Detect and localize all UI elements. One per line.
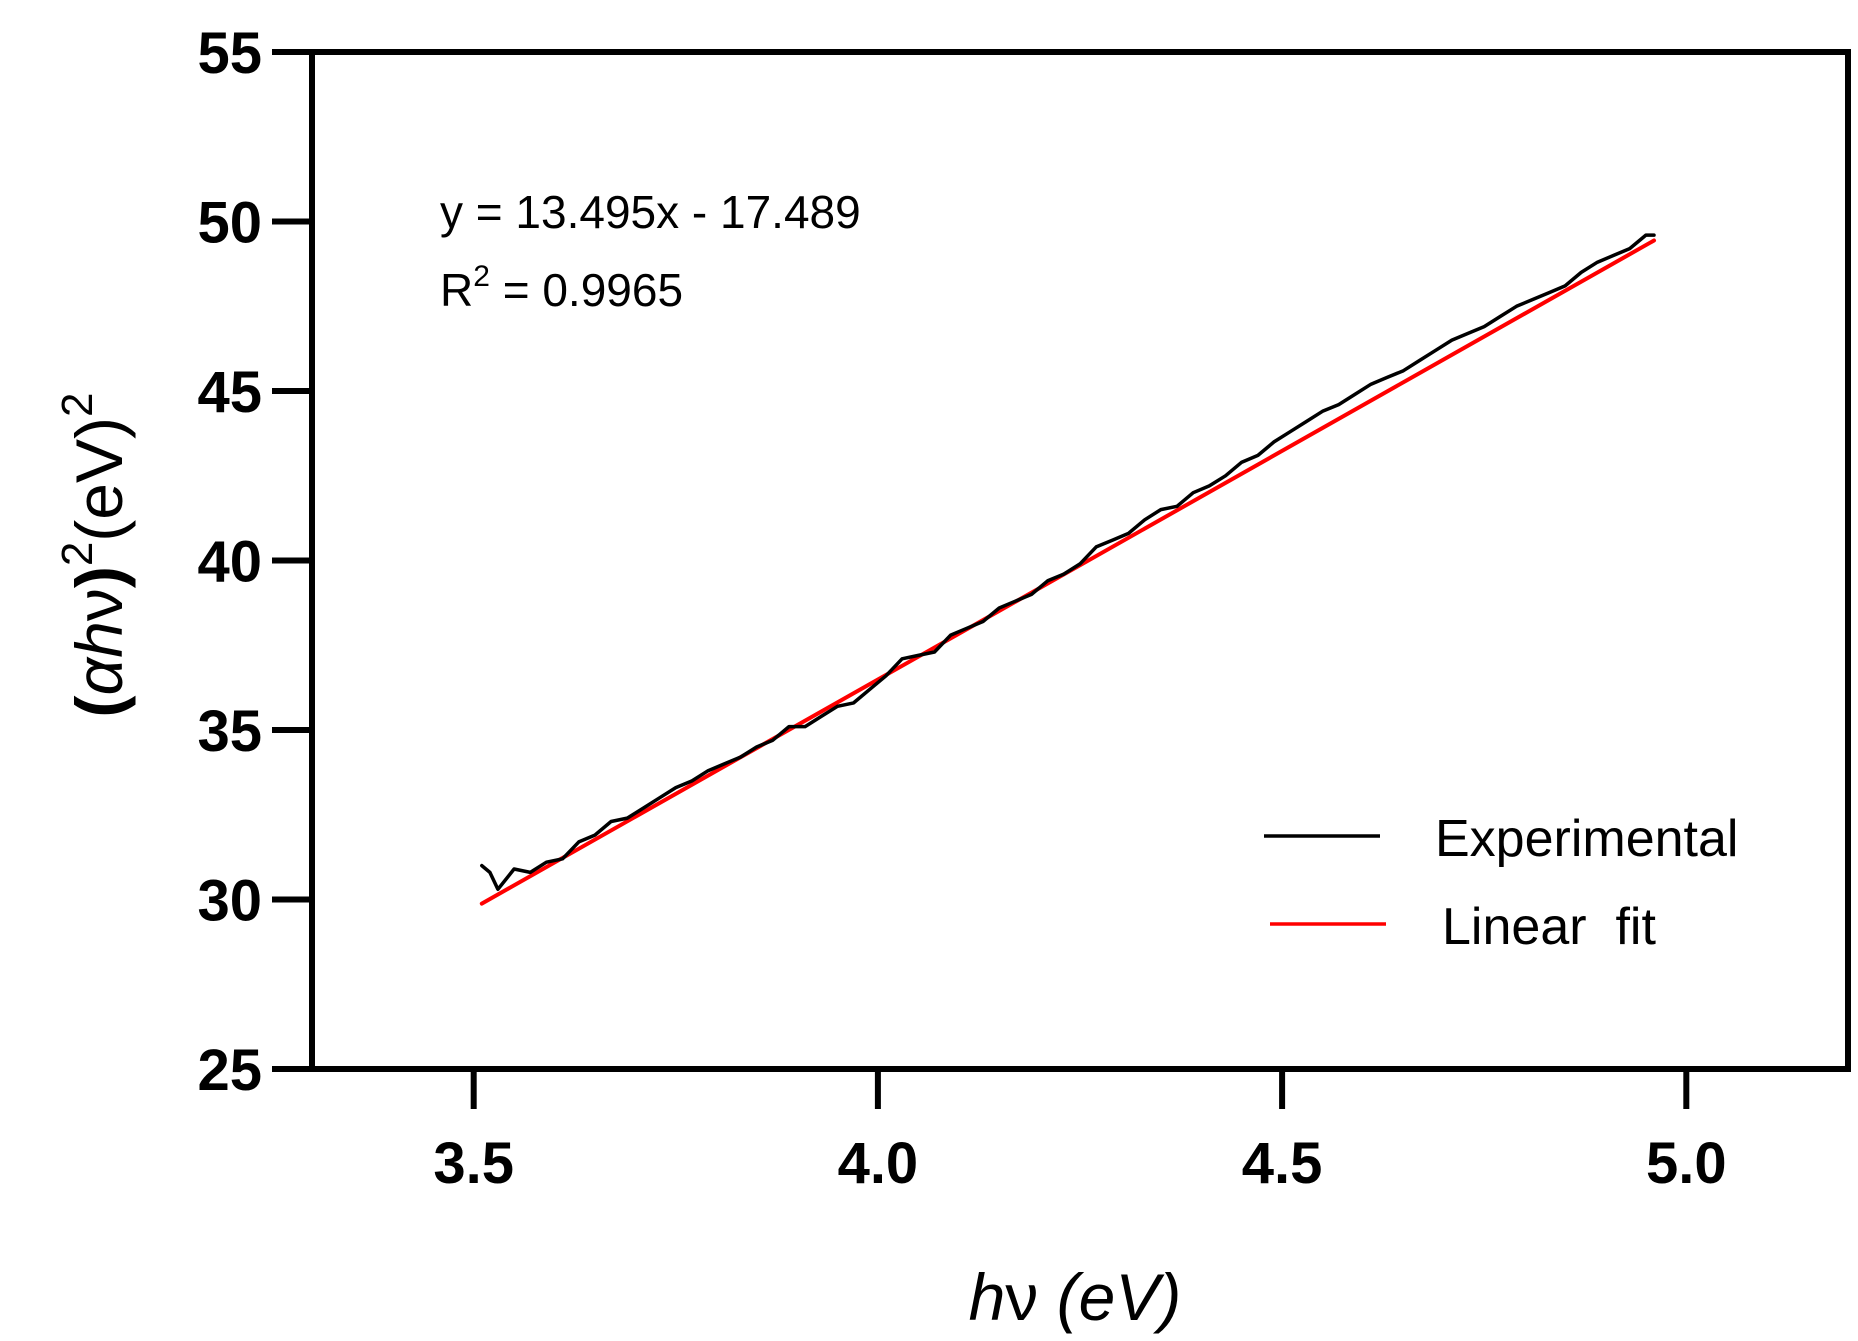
y-axis-ticks: 25 30 35 40 45 50 55 bbox=[197, 21, 312, 1103]
legend: Experimental Linear fit bbox=[1264, 810, 1738, 956]
x-tick-label: 4.5 bbox=[1242, 1131, 1323, 1196]
r-squared-exponent: 2 bbox=[473, 260, 490, 293]
y-tick-label: 25 bbox=[197, 1038, 262, 1103]
y-axis-title-unit-exponent: 2 bbox=[53, 393, 102, 417]
y-tick-label: 45 bbox=[197, 360, 262, 425]
x-tick-label: 4.0 bbox=[838, 1131, 919, 1196]
r-squared: R2 = 0.9965 bbox=[440, 260, 683, 316]
r-squared-value: = 0.9965 bbox=[490, 264, 683, 316]
y-axis-title-exponent: 2 bbox=[53, 542, 102, 566]
legend-label-linear-fit: Linear fit bbox=[1442, 898, 1656, 956]
x-axis-title-h: h bbox=[969, 1260, 1006, 1334]
y-tick-label: 30 bbox=[197, 869, 262, 934]
y-axis-title: (αhν)2(eV)2 bbox=[53, 393, 136, 718]
x-axis-ticks: 3.5 4.0 4.5 5.0 bbox=[433, 1069, 1727, 1196]
y-axis-title-h: h bbox=[62, 621, 136, 658]
fit-equation: y = 13.495x - 17.489 bbox=[440, 186, 861, 238]
x-axis-title: hν (eV) bbox=[969, 1260, 1182, 1334]
legend-label-experimental: Experimental bbox=[1435, 810, 1738, 868]
r-squared-prefix: R bbox=[440, 264, 473, 316]
y-axis-title-open: ( bbox=[62, 695, 136, 717]
x-tick-label: 5.0 bbox=[1646, 1131, 1727, 1196]
x-axis-title-nu: ν bbox=[1005, 1260, 1038, 1334]
y-axis-title-unit: (eV) bbox=[62, 417, 136, 542]
y-tick-label: 40 bbox=[197, 530, 262, 595]
series-layer bbox=[479, 233, 1656, 906]
x-tick-label: 3.5 bbox=[433, 1131, 514, 1196]
y-axis-title-close: ) bbox=[62, 566, 136, 588]
x-axis-title-unit: (eV) bbox=[1038, 1260, 1181, 1334]
y-axis-title-alpha: α bbox=[62, 656, 136, 696]
y-tick-label: 55 bbox=[197, 21, 262, 86]
y-tick-label: 35 bbox=[197, 699, 262, 764]
y-tick-label: 50 bbox=[197, 191, 262, 256]
series-line-experimental bbox=[480, 233, 1656, 892]
y-axis-title-nu: ν bbox=[62, 588, 136, 621]
